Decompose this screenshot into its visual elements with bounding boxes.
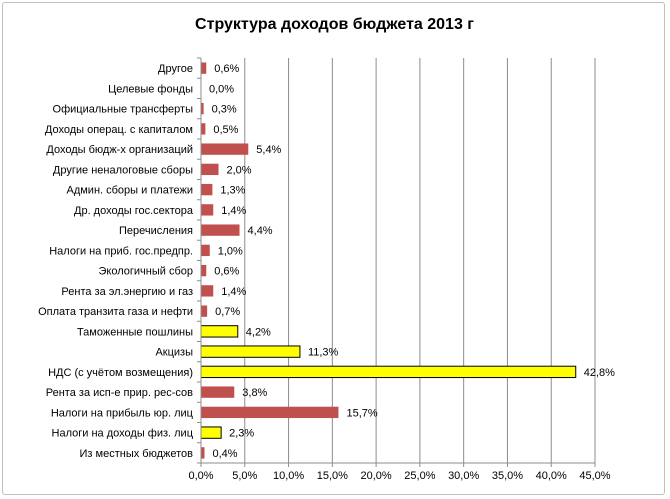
category-label: Целевые фонды [108, 83, 193, 95]
bar [201, 183, 213, 196]
value-label: 0,6% [214, 266, 239, 278]
category-label: Налоги на приб. гос.предпр. [49, 245, 193, 257]
value-label: 4,2% [246, 326, 271, 338]
value-label: 3,8% [242, 387, 267, 399]
category-label: Таможенные пошлины [77, 326, 193, 338]
bar [201, 62, 207, 74]
value-label: 0,7% [215, 306, 240, 318]
x-tick-label: 45,0% [579, 470, 610, 482]
category-label: Др. доходы гос.сектора [74, 205, 194, 217]
category-label: Официальные трансферты [53, 104, 194, 116]
bar [201, 163, 219, 176]
value-label: 1,4% [221, 205, 246, 217]
category-label: Другие неналоговые сборы [53, 164, 193, 176]
value-label: 0,4% [213, 448, 238, 460]
value-label: 2,0% [227, 164, 252, 176]
value-label: 0,0% [209, 83, 234, 95]
x-tick-label: 5,0% [232, 470, 257, 482]
bars [200, 62, 577, 459]
chart-title: Структура доходов бюджета 2013 г [195, 16, 474, 33]
value-label: 0,5% [213, 124, 238, 136]
value-label: 2,3% [229, 428, 254, 440]
bar [201, 264, 207, 277]
category-label: Налоги на прибыль юр. лиц [51, 407, 194, 419]
bar [201, 244, 210, 257]
x-tick-label: 30,0% [448, 470, 479, 482]
x-tick-label: 0,0% [188, 470, 213, 482]
x-tick-label: 15,0% [317, 470, 348, 482]
value-label: 0,6% [214, 63, 239, 75]
value-label: 4,4% [248, 225, 273, 237]
bar [201, 224, 240, 236]
x-tick-label: 35,0% [492, 470, 523, 482]
labels: 0,0% 5,0% 10,0% 15,0% 20,0% 25,0% 30,0% 35,0% 40… [38, 63, 615, 482]
bar [201, 123, 206, 135]
category-label: Экологичный сбор [99, 266, 193, 278]
bar [201, 305, 208, 317]
category-label: Другое [158, 63, 193, 75]
gridlines [244, 58, 596, 463]
bar [201, 143, 249, 155]
value-label: 1,4% [221, 286, 246, 298]
bar [200, 365, 577, 379]
category-label: Перечисления [119, 225, 193, 237]
value-label: 42,8% [584, 367, 615, 379]
category-label: Админ. сборы и платежи [66, 185, 193, 197]
value-label: 15,7% [346, 407, 377, 419]
bar [201, 285, 214, 297]
x-tick-label: 25,0% [404, 470, 435, 482]
value-label: 11,3% [308, 347, 339, 359]
x-tick-label: 20,0% [361, 470, 392, 482]
value-label: 0,3% [212, 104, 237, 116]
category-label: Акцизы [155, 347, 193, 359]
plot-area: 0,0% 5,0% 10,0% 15,0% 20,0% 25,0% 30,0% 35,0% 40… [38, 57, 615, 482]
bar [200, 345, 301, 358]
x-tick-label: 40,0% [536, 470, 567, 482]
bar [201, 447, 205, 459]
value-label: 1,3% [220, 185, 245, 197]
category-label: Рента за исп-е прир. рес-сов [46, 387, 193, 399]
category-label: Доходы операц. с капиталом [45, 124, 193, 136]
value-label: 5,4% [256, 144, 281, 156]
bar [201, 386, 235, 398]
x-tick-label: 10,0% [273, 470, 304, 482]
bar [200, 325, 239, 338]
bar [201, 204, 214, 216]
category-label: Доходы бюдж-х организаций [46, 144, 193, 156]
value-label: 1,0% [218, 245, 243, 257]
category-label: НДС (с учётом возмещения) [48, 367, 193, 379]
axes [197, 57, 596, 467]
category-label: Оплата транзита газа и нефти [38, 306, 193, 318]
category-label: Налоги на доходы физ. лиц [52, 428, 194, 440]
chart-frame: Структура доходов бюджета 2013 г 0,0% 5,0… [2, 2, 665, 495]
category-label: Рента за эл.энергию и газ [61, 286, 193, 298]
bar [200, 426, 222, 439]
category-label: Из местных бюджетов [80, 448, 194, 460]
bar [201, 406, 339, 419]
bar [201, 102, 204, 115]
